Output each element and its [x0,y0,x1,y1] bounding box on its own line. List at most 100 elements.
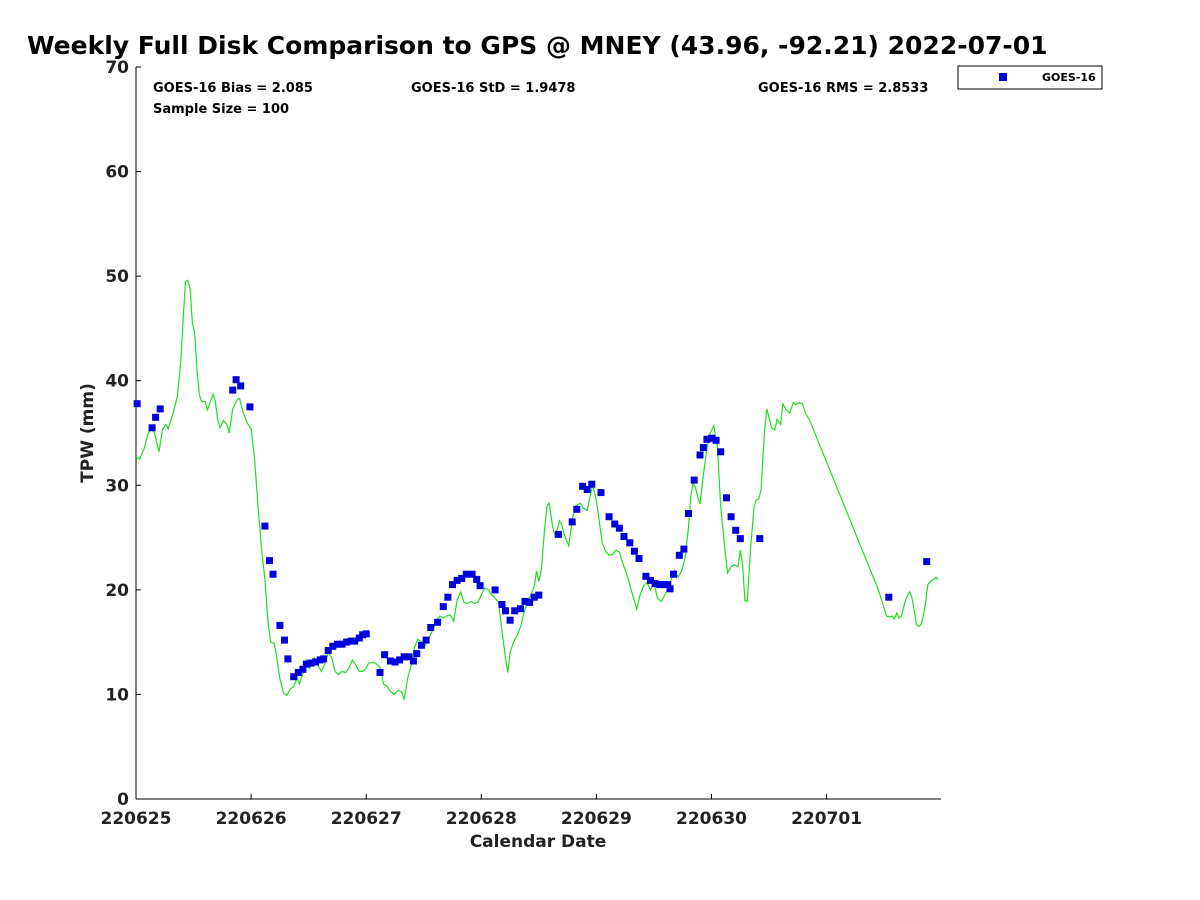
goes-point [690,476,698,484]
legend-label: GOES-16 [1042,71,1096,84]
x-axis-ticks: 220625 220626 220627 220628 220629 220630 2207… [101,794,862,829]
goes-point [329,642,337,650]
goes-point [343,638,351,646]
goes-point [449,581,456,589]
x-tick-label: 220625 [101,809,172,829]
goes-point [261,522,269,530]
goes-point [229,386,237,394]
goes-point [246,403,254,411]
goes-point [338,640,346,648]
goes-point [290,673,298,681]
goes-point [324,647,332,654]
goes-point [521,597,529,605]
goes-point [664,581,672,589]
goes-point [439,603,447,611]
goes-point [526,598,534,606]
y-axis-label: TPW (mm) [78,383,98,483]
goes-point [723,494,730,502]
goes-point [516,605,524,613]
goes-point [386,657,394,665]
goes-point [405,653,413,661]
goes-point [708,434,715,442]
plot-area [135,67,941,800]
x-tick-label: 220627 [331,809,402,829]
goes-point [732,526,740,534]
x-tick-label: 220628 [446,809,517,829]
goes-point [506,616,514,624]
goes-point [312,658,320,666]
goes-point [156,405,164,413]
goes-point [666,585,674,593]
goes-point [232,376,240,384]
goes-point [620,533,628,540]
goes-point [427,624,435,631]
goes-point [923,558,931,566]
x-axis-label: Calendar Date [470,832,607,852]
goes-point [511,607,519,615]
goes-point [696,451,704,459]
goes-point [284,655,292,663]
goes-point [491,586,499,594]
goes-point [453,576,461,584]
goes-point [266,557,273,565]
goes-point [362,630,370,638]
goes-point [642,572,650,580]
chart-title: Weekly Full Disk Comparison to GPS @ MNE… [27,31,1048,60]
y-tick-label: 60 [105,163,129,183]
goes-point [727,513,735,521]
goes-point [476,582,484,590]
goes-point [462,570,470,578]
x-tick-label: 220626 [216,809,287,829]
goes-point [573,505,581,513]
goes-point [307,659,315,667]
goes-point [626,539,634,547]
goes-point [670,570,677,578]
goes-point [152,413,160,421]
goes-point [400,653,408,661]
x-tick-label: 220629 [561,809,632,829]
legend-marker [999,73,1007,81]
goes-point [736,535,744,543]
std-text: GOES-16 StD = 1.9478 [411,81,575,96]
goes-point [885,593,893,601]
goes-point [568,518,576,526]
goes-point [502,607,509,615]
goes-point [659,581,667,589]
goes-point [281,636,288,644]
goes-point [712,436,720,444]
y-tick-label: 20 [105,581,129,601]
goes-point [597,489,605,497]
goes-point [413,650,421,658]
y-tick-label: 50 [105,267,129,287]
goes-point [148,424,156,432]
legend: GOES-16 [957,65,1103,90]
x-tick-label: 220701 [791,809,862,829]
goes-point [381,651,389,659]
goes-point [320,655,328,663]
goes-point [422,636,430,644]
goes-point [237,382,245,390]
goes-point [468,570,476,578]
sample-size-text: Sample Size = 100 [153,102,289,117]
gps-series-line [135,279,939,700]
y-tick-label: 70 [105,58,129,78]
goes-point [473,575,481,583]
goes-point [588,480,596,488]
goes-point [615,524,623,532]
goes-point [498,601,506,608]
goes-point [675,551,683,559]
y-tick-label: 0 [117,790,129,810]
rms-text: GOES-16 RMS = 2.8533 [758,81,928,96]
goes-point [756,535,764,543]
y-axis-ticks: 0 10 20 30 40 50 60 70 [105,58,141,810]
goes-point [376,669,384,676]
goes-point [133,400,141,408]
goes-point [680,545,688,553]
bias-text: GOES-16 Bias = 2.085 [153,81,313,96]
goes-point [351,637,359,645]
legend-box [957,65,1103,90]
goes-point [417,641,425,649]
goes-point [611,520,619,528]
goes-point [699,444,707,452]
